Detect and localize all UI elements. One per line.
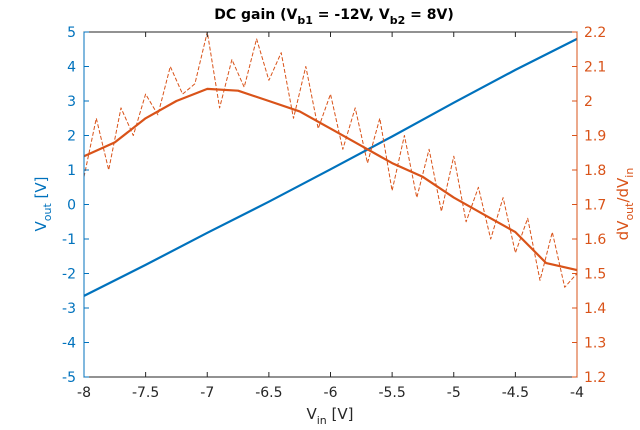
y-right-tick-label: 1.3 (584, 336, 606, 352)
y-right-tick-label: 1.9 (584, 129, 606, 145)
y-right-tick-label: 2.2 (584, 25, 606, 41)
x-tick-label: -5 (447, 385, 461, 401)
plot-frame (83, 31, 578, 378)
y-right-tick-label: 1.2 (584, 370, 606, 386)
y-left-tick-label: -2 (62, 267, 76, 283)
x-tick-label: -5.5 (378, 385, 405, 401)
x-tick-label: -7 (200, 385, 214, 401)
y-right-tick-label: 1.5 (584, 267, 606, 283)
x-tick-label: -8 (77, 385, 91, 401)
y-left-tick-label: 5 (67, 25, 76, 41)
y-right-tick-label: 2.1 (584, 60, 606, 76)
x-tick-label: -4.5 (502, 385, 529, 401)
y-left-tick-label: -1 (62, 232, 76, 248)
y-right-tick-label: 1.6 (584, 232, 606, 248)
chart-title: DC gain (Vb1 = -12V, Vb2 = 8V) (214, 7, 453, 27)
x-axis-label: Vin [V] (306, 405, 353, 427)
y-left-tick-label: 0 (67, 198, 76, 214)
y-axis-right-label: dVout/dVin (614, 168, 636, 241)
y-right-tick-label: 1.4 (584, 301, 606, 317)
y-left-tick-label: 1 (67, 163, 76, 179)
y-left-tick-label: -4 (62, 336, 76, 352)
y-left-tick-label: 4 (67, 60, 76, 76)
x-tick-label: -6.5 (255, 385, 282, 401)
plot-marks (83, 31, 578, 297)
y-right-tick-label: 2 (584, 94, 593, 110)
y-axis-left-label: Vout [V] (32, 176, 54, 231)
x-tick-label: -6 (324, 385, 338, 401)
y-right-tick-label: 1.7 (584, 198, 606, 214)
axis-ticks: -8 -7.5 -7 -6.5 -6 -5.5 -5 -4.5 -4 -5 -4 -3 -2 -1 0 1 2 3… (62, 25, 606, 401)
series-line-1-right-solid (83, 87, 578, 272)
y-left-tick-label: 2 (67, 129, 76, 145)
y-right-tick-label: 1.8 (584, 163, 606, 179)
y-left-tick-label: -3 (62, 301, 76, 317)
x-tick-label: -4 (570, 385, 584, 401)
series-line-2-right-dashed (83, 31, 578, 288)
y-left-tick-label: -5 (62, 370, 76, 386)
x-tick-label: -7.5 (132, 385, 159, 401)
y-left-tick-label: 3 (67, 94, 76, 110)
series-line-0-left-solid (83, 37, 578, 297)
